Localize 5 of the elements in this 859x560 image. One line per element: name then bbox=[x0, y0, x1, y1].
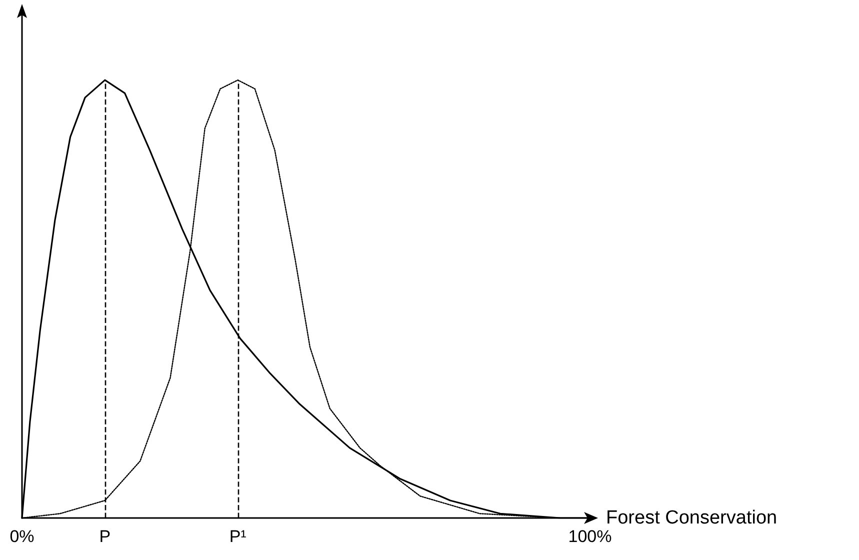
x-tick-label: 100% bbox=[568, 527, 612, 546]
x-tick-label: P bbox=[99, 527, 111, 546]
x-tick-label: P¹ bbox=[229, 527, 247, 546]
x-tick-label: 0% bbox=[10, 527, 34, 546]
x-axis-title: Forest Conservation bbox=[606, 508, 778, 528]
